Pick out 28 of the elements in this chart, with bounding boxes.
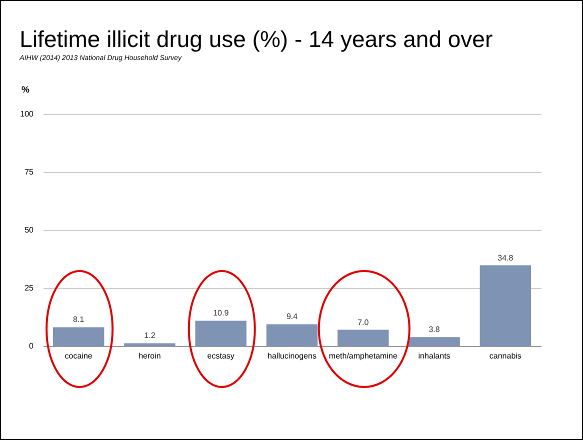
x-tick-label: cocaine — [64, 352, 93, 360]
bar — [124, 343, 176, 346]
data-label: 1.2 — [144, 331, 156, 340]
bar — [480, 265, 532, 346]
x-tick-label: cannabis — [489, 352, 522, 360]
bar — [52, 327, 104, 346]
y-tick-label: 0 — [29, 342, 34, 350]
x-tick-label: inhalants — [418, 352, 450, 360]
bar — [408, 337, 460, 346]
y-tick-label: 100 — [20, 110, 34, 118]
data-label: 7.0 — [358, 318, 370, 327]
data-label: 34.8 — [498, 253, 514, 262]
data-label: 10.9 — [213, 308, 230, 318]
x-tick-label: hallucinogens — [268, 352, 316, 360]
x-tick-label: ecstasy — [207, 352, 234, 360]
y-tick-label: 75 — [24, 168, 34, 176]
bar — [338, 330, 389, 346]
data-label: 8.1 — [73, 315, 85, 324]
bar — [195, 320, 246, 346]
y-tick-label: 25 — [24, 284, 34, 292]
y-axis-title: % — [22, 84, 30, 94]
data-label: 3.8 — [428, 325, 440, 334]
chart-title: Lifetime illicit drug use (%) - 14 years and over — [20, 26, 493, 52]
x-tick-label: meth/amphetamine — [328, 352, 398, 360]
x-tick-label: heroin — [138, 352, 161, 360]
data-label: 9.4 — [286, 312, 298, 322]
bar — [266, 324, 318, 346]
y-tick-label: 50 — [24, 226, 34, 234]
